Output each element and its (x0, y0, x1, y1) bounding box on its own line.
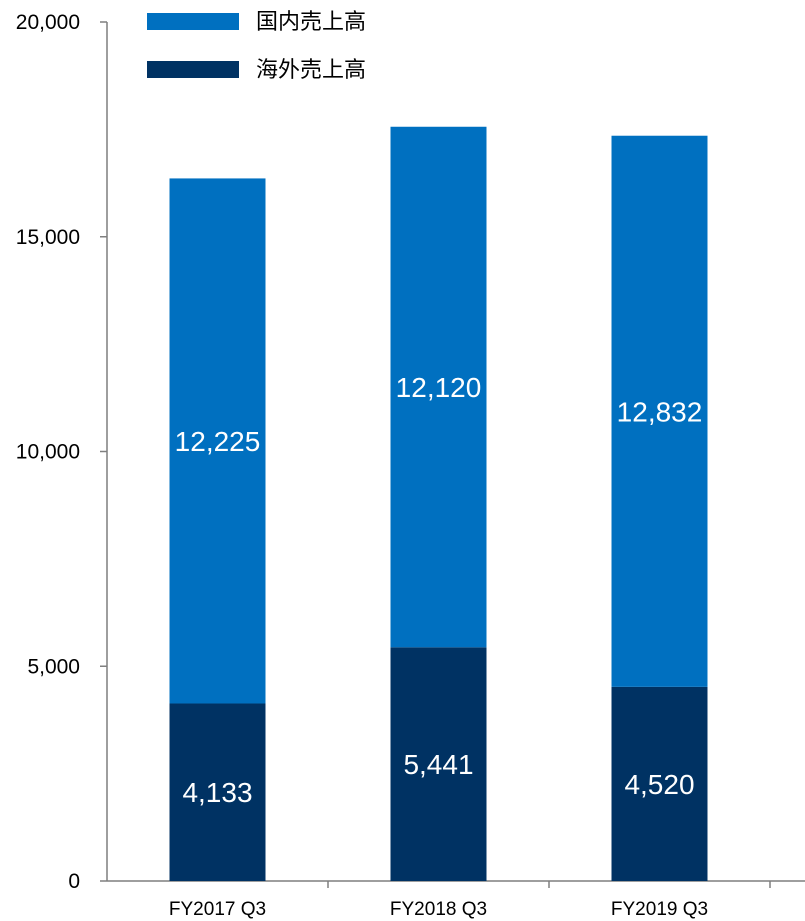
data-label: 4,520 (624, 769, 694, 800)
bar-segment (390, 647, 487, 881)
bar-segment (390, 126, 487, 648)
data-label: 4,133 (182, 777, 252, 808)
data-label: 12,225 (175, 426, 261, 457)
bar-segment (611, 686, 708, 881)
y-tick-label: 20,000 (16, 11, 80, 34)
data-label: 5,441 (403, 749, 473, 780)
y-tick-label: 5,000 (27, 655, 80, 678)
y-tick-label: 15,000 (16, 226, 80, 249)
bar-segment (611, 135, 708, 687)
data-label: 12,120 (396, 372, 482, 403)
bars (169, 126, 708, 881)
x-tick-label: FY2019 Q3 (611, 899, 708, 920)
legend-label: 国内売上高 (256, 10, 366, 35)
data-label: 12,832 (617, 396, 703, 427)
x-tick-label: FY2018 Q3 (390, 899, 487, 920)
legend-swatch (147, 61, 239, 78)
axes: 0 5,000 10,000 15,000 20,000 FY2017 Q3 FY2018 … (16, 11, 805, 920)
y-tick-label: 0 (68, 870, 80, 893)
bar-segment (169, 178, 266, 704)
y-tick-label: 10,000 (16, 441, 80, 464)
bar-segment (169, 703, 266, 881)
x-tick-label: FY2017 Q3 (169, 899, 266, 920)
legend-label: 海外売上高 (256, 58, 366, 83)
data-labels: 4,133 12,225 5,441 12,120 4,520 12,832 (175, 372, 703, 808)
legend-swatch (147, 13, 239, 30)
